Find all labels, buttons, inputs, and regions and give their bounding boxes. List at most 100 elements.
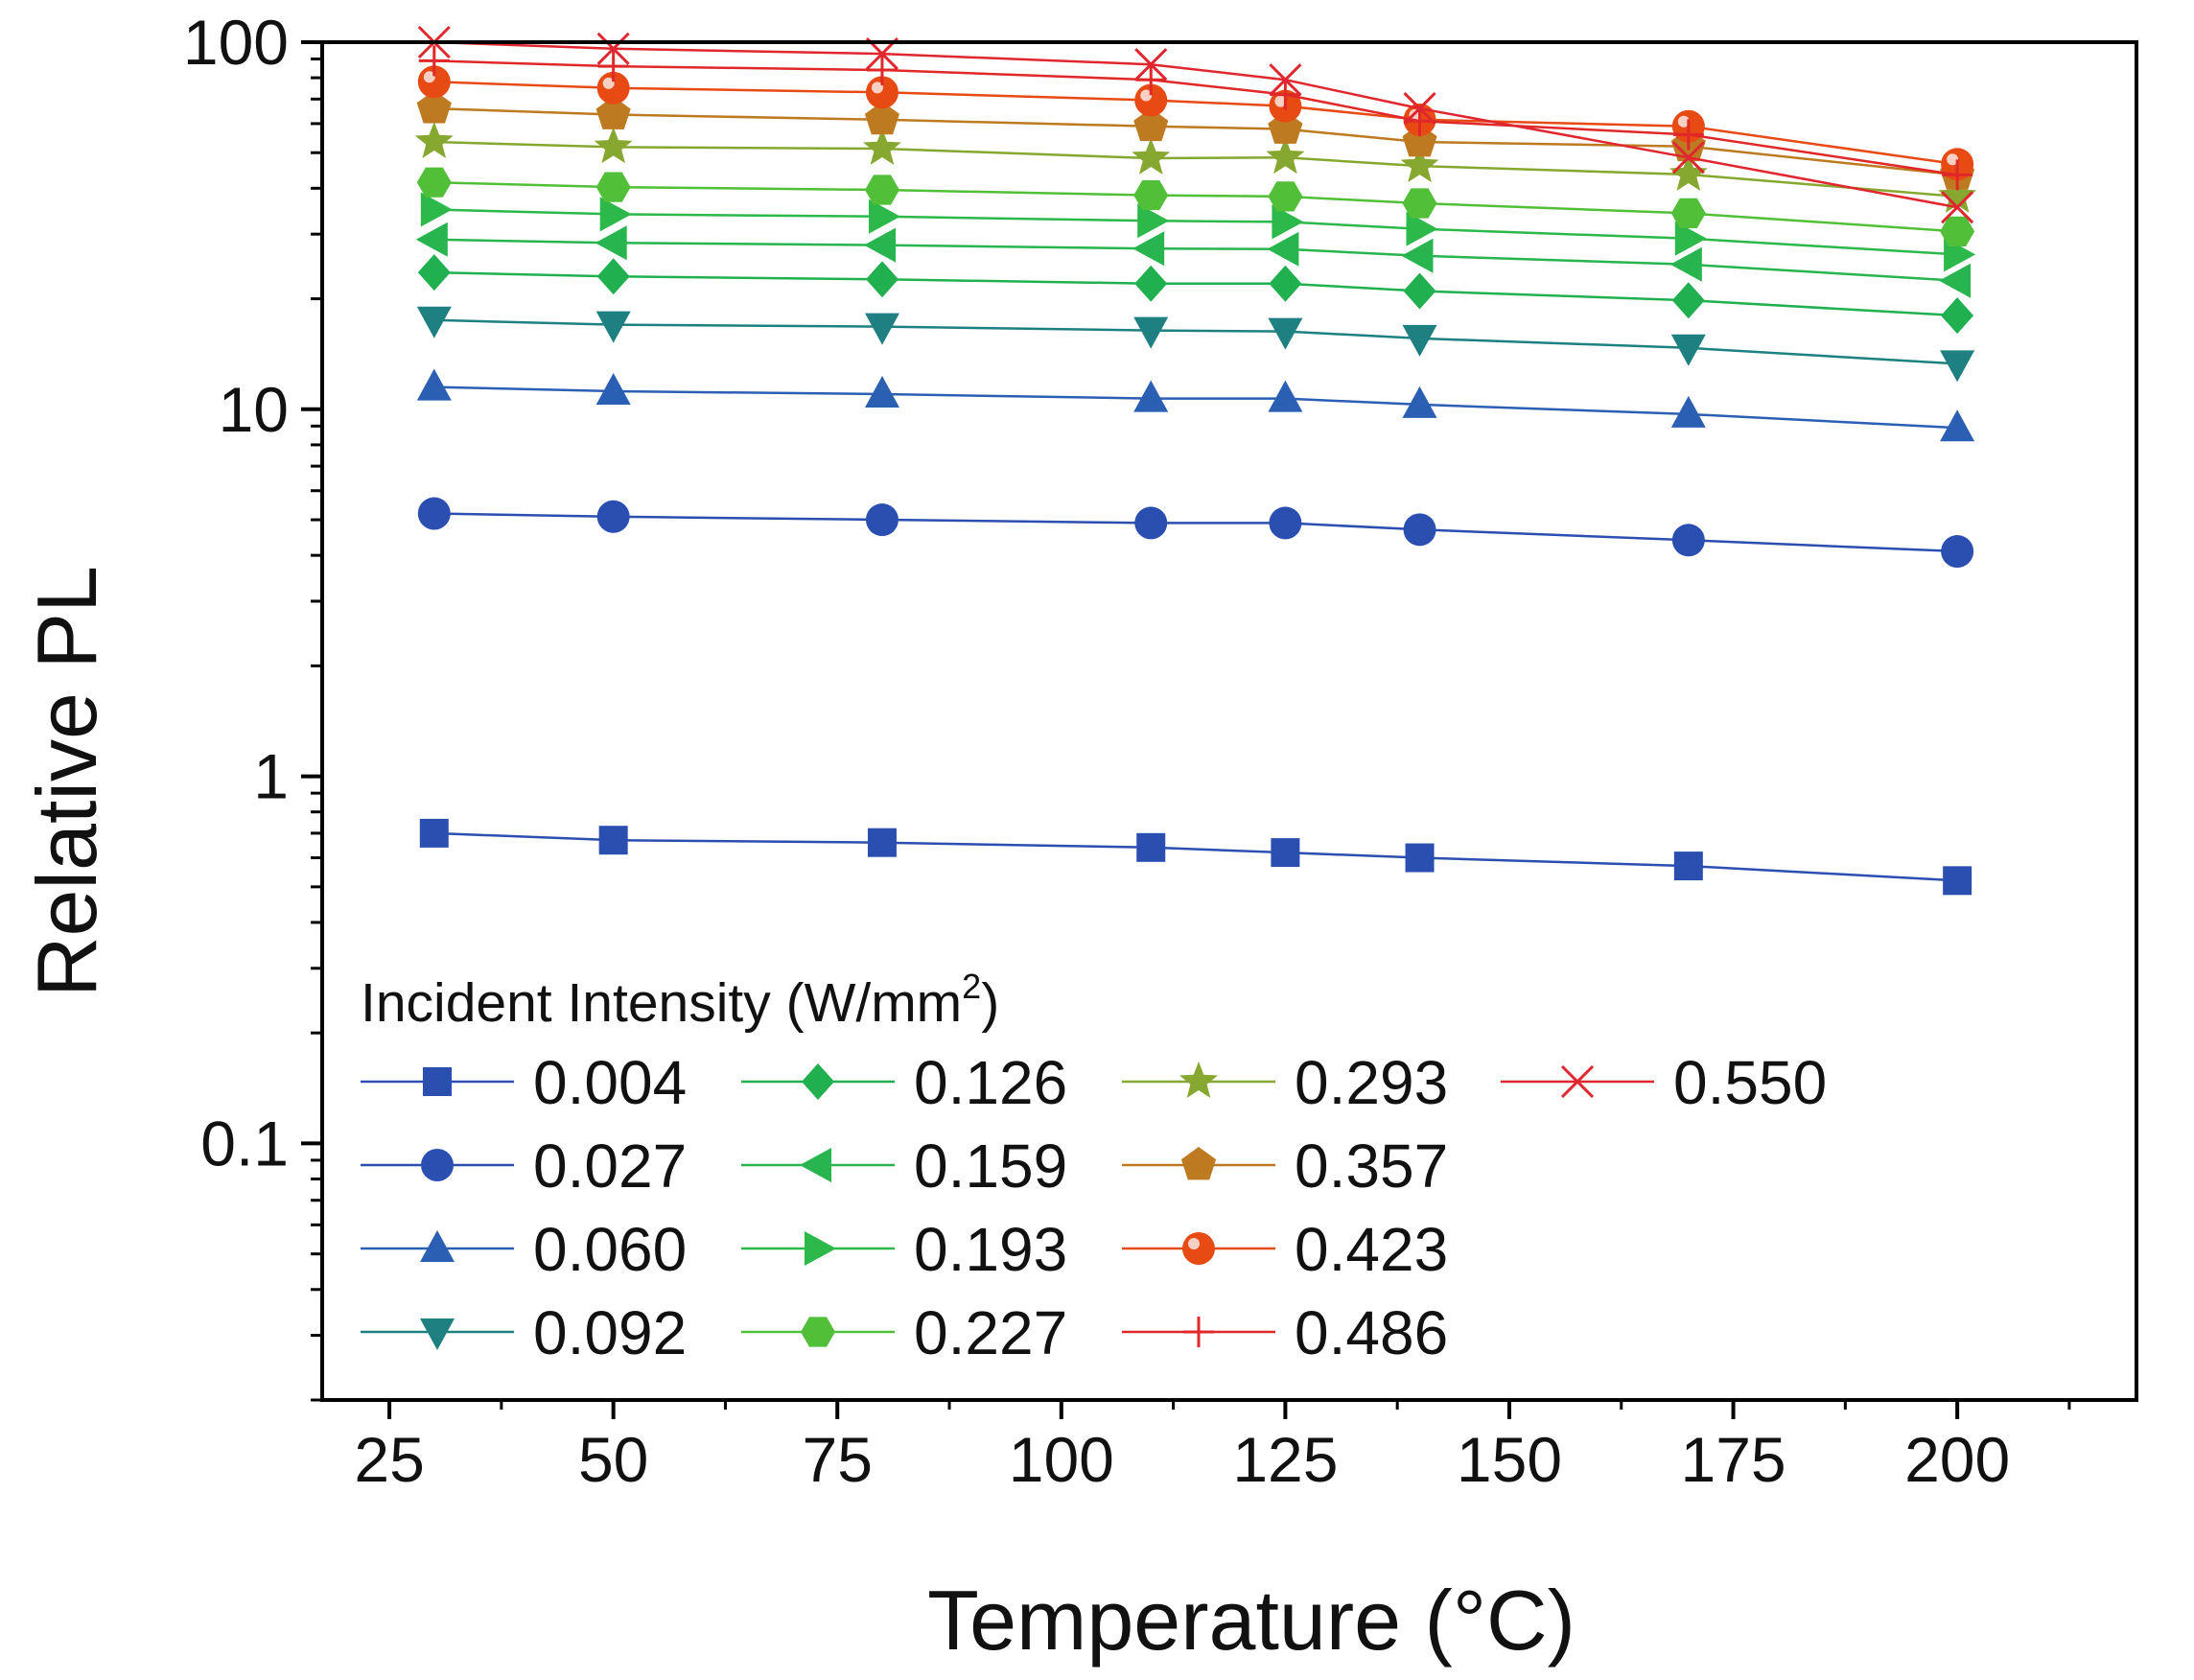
series-line-0.293 xyxy=(433,140,1958,198)
legend-item-0.092: 0.092 xyxy=(361,1298,687,1367)
series-0.126 xyxy=(417,254,1974,335)
legend-marker-0.423-body xyxy=(1182,1232,1215,1265)
data-point-0.550-110 xyxy=(1134,48,1168,82)
data-point-0.227-50 xyxy=(595,172,631,202)
data-point-0.486-125 xyxy=(1270,79,1301,110)
data-point-0.423-200-highlight xyxy=(1947,153,1959,166)
legend-item-0.060: 0.060 xyxy=(361,1215,687,1284)
data-point-0.423-125-highlight xyxy=(1274,95,1287,107)
data-point-0.486-200 xyxy=(1942,159,1973,191)
legend-label-0.159: 0.159 xyxy=(914,1132,1067,1201)
series-0.159 xyxy=(415,222,1972,298)
data-point-0.092-30 xyxy=(416,306,452,338)
legend-marker-0.060 xyxy=(420,1230,455,1262)
data-point-0.293-140 xyxy=(1400,146,1439,183)
series-line-0.060 xyxy=(433,385,1958,430)
data-point-0.126-200 xyxy=(1941,297,1974,335)
data-point-0.027-140 xyxy=(1403,513,1436,547)
x-tick-label-25: 25 xyxy=(354,1424,424,1495)
series-layer xyxy=(414,25,1977,896)
data-point-0.092-140 xyxy=(1402,324,1437,357)
series-0.227 xyxy=(416,167,1975,246)
series-line-0.159 xyxy=(433,238,1958,282)
data-point-0.423-80 xyxy=(865,76,899,109)
data-point-0.004-125 xyxy=(1271,838,1300,868)
legend-label-0.357: 0.357 xyxy=(1295,1132,1448,1201)
data-point-0.004-140 xyxy=(1405,843,1435,873)
x-tick-label-50: 50 xyxy=(578,1424,648,1495)
series-line-0.004 xyxy=(433,831,1958,882)
data-point-0.550-170 xyxy=(1671,141,1705,175)
data-point-0.159-50 xyxy=(595,225,627,261)
legend-marker-0.293 xyxy=(1179,1062,1218,1098)
data-point-0.193-110 xyxy=(1137,203,1170,239)
data-point-0.004-200 xyxy=(1943,866,1972,896)
legend-item-0.193: 0.193 xyxy=(741,1215,1067,1284)
data-point-0.060-200 xyxy=(1940,409,1975,442)
data-point-0.092-170 xyxy=(1670,334,1706,366)
data-point-0.060-170 xyxy=(1670,395,1706,428)
x-tick-label-200: 200 xyxy=(1904,1424,2010,1495)
series-0.293 xyxy=(414,122,1977,213)
legend-marker-0.159 xyxy=(800,1148,831,1182)
data-point-0.293-110 xyxy=(1132,138,1171,175)
data-point-0.227-170 xyxy=(1670,198,1706,228)
legend-label-0.293: 0.293 xyxy=(1295,1048,1448,1117)
data-point-0.227-30 xyxy=(416,167,452,198)
series-0.027 xyxy=(417,497,1974,569)
y-tick-label-1: 1 xyxy=(253,741,289,812)
data-point-0.423-50-highlight xyxy=(602,77,615,89)
data-point-0.092-80 xyxy=(865,313,899,345)
data-point-0.486-140 xyxy=(1404,105,1435,137)
legend-marker-0.423-highlight xyxy=(1188,1238,1200,1249)
series-line-0.092 xyxy=(433,318,1958,365)
data-point-0.060-110 xyxy=(1133,380,1169,412)
legend-title-superscript: 2 xyxy=(962,967,981,1006)
legend-item-0.486: 0.486 xyxy=(1122,1298,1448,1367)
legend-label-0.060: 0.060 xyxy=(533,1215,687,1284)
data-point-0.193-30 xyxy=(420,192,453,227)
data-point-0.027-200 xyxy=(1941,535,1974,569)
data-point-0.126-80 xyxy=(866,261,899,298)
legend-item-0.126: 0.126 xyxy=(741,1048,1067,1117)
data-point-0.293-200 xyxy=(1938,175,1977,213)
legend-label-0.486: 0.486 xyxy=(1295,1298,1448,1367)
data-point-0.092-200 xyxy=(1940,350,1975,383)
legend-label-0.550: 0.550 xyxy=(1673,1048,1827,1117)
data-point-0.227-80 xyxy=(865,175,899,205)
legend-label-0.227: 0.227 xyxy=(914,1298,1067,1367)
data-point-0.550-50 xyxy=(596,32,630,65)
series-line-0.027 xyxy=(433,512,1958,553)
data-point-0.060-125 xyxy=(1268,380,1303,412)
data-point-0.092-110 xyxy=(1133,316,1169,349)
data-point-0.004-50 xyxy=(598,826,628,855)
data-point-0.423-110 xyxy=(1134,83,1168,117)
series-line-0.193 xyxy=(433,208,1958,256)
data-point-0.126-110 xyxy=(1134,265,1168,302)
data-point-0.159-125 xyxy=(1267,231,1299,267)
legend: Incident Intensity (W/mm2) 0.004 0.027 0.0… xyxy=(361,967,1827,1367)
data-point-0.227-110 xyxy=(1133,180,1169,211)
data-point-0.550-140 xyxy=(1403,92,1436,126)
data-point-0.193-140 xyxy=(1406,211,1438,246)
data-point-0.423-110-highlight xyxy=(1140,89,1153,102)
legend-item-0.550: 0.550 xyxy=(1501,1048,1827,1117)
data-point-0.060-140 xyxy=(1402,385,1437,418)
data-point-0.027-50 xyxy=(596,500,630,533)
legend-marker-0.357 xyxy=(1180,1147,1217,1180)
y-tick-label-100: 100 xyxy=(183,7,289,78)
data-point-0.293-125 xyxy=(1266,137,1305,175)
x-tick-label-150: 150 xyxy=(1457,1424,1562,1495)
y-tick-label-10: 10 xyxy=(219,374,289,445)
data-point-0.423-50 xyxy=(596,71,630,105)
data-point-0.193-170 xyxy=(1674,221,1707,256)
data-point-0.126-125 xyxy=(1269,265,1302,302)
data-point-0.027-110 xyxy=(1134,506,1168,540)
legend-label-0.004: 0.004 xyxy=(533,1048,687,1117)
data-point-0.486-170 xyxy=(1672,119,1704,151)
legend-item-0.159: 0.159 xyxy=(741,1132,1067,1201)
data-point-0.126-170 xyxy=(1671,282,1705,319)
legend-item-0.004: 0.004 xyxy=(361,1048,687,1117)
legend-marker-0.126 xyxy=(802,1063,834,1100)
legend-label-0.027: 0.027 xyxy=(533,1132,687,1201)
